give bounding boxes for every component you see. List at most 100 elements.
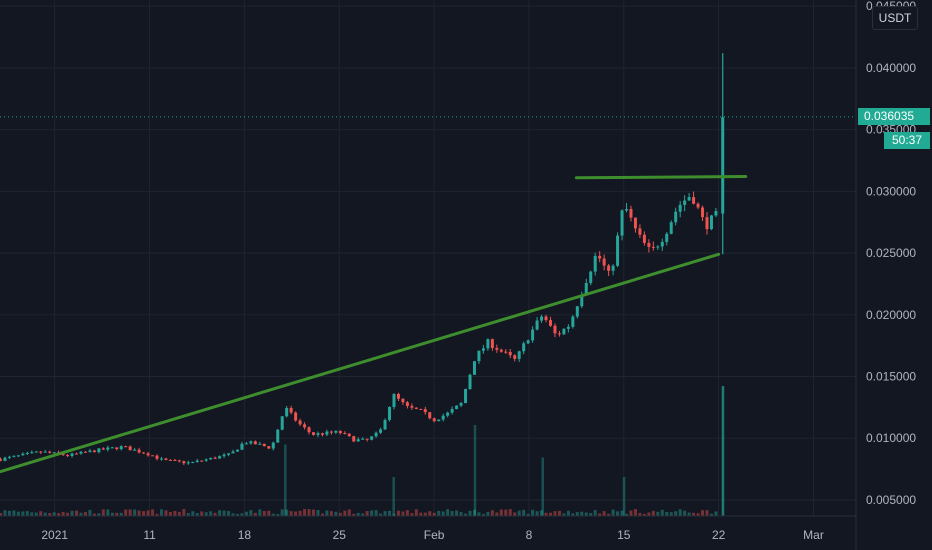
volume-bar	[401, 511, 405, 516]
candle-body	[0, 459, 2, 461]
candle-body	[674, 211, 678, 223]
volume-bar	[611, 509, 615, 516]
candle-body	[289, 408, 293, 413]
candle-body	[294, 412, 298, 421]
volume-bar	[320, 513, 324, 516]
candle-body	[329, 431, 333, 433]
volume-bar	[316, 510, 320, 516]
volume-bar	[571, 513, 575, 516]
candle-body	[656, 246, 660, 248]
volume-bar	[642, 513, 646, 516]
candle-body	[598, 255, 602, 259]
volume-bar	[124, 509, 128, 516]
candle-body	[133, 449, 137, 451]
trendlines[interactable]	[0, 175, 748, 474]
candle-body	[499, 349, 503, 352]
volume-bar	[490, 510, 494, 516]
volume-spike	[284, 444, 287, 516]
candle-body	[557, 333, 561, 335]
y-tick-label: 0.025000	[866, 246, 916, 260]
x-tick-label: 2021	[41, 528, 68, 542]
volume-bar	[294, 511, 298, 516]
candle-body	[396, 393, 400, 399]
candle-body	[410, 405, 414, 408]
candle-body	[383, 419, 387, 430]
volume-bar	[446, 509, 450, 516]
volume-spike	[721, 386, 725, 516]
candle-body	[638, 228, 642, 235]
candle-body	[544, 316, 548, 321]
volume-bar	[629, 510, 633, 516]
price-axis[interactable]: 0.005000 0.010000 0.015000 0.020000 0.025000…	[855, 0, 916, 550]
time-axis[interactable]: 2021 11 18 25 Feb 8 15 22 Mar	[0, 515, 856, 542]
volume-bar	[3, 510, 7, 516]
volume-bar	[428, 511, 432, 516]
volume-bar	[678, 509, 682, 516]
volume-bar	[177, 511, 181, 516]
candle-body	[79, 451, 83, 454]
volume-bar	[347, 509, 351, 516]
volume-bar	[432, 512, 436, 516]
candle-body	[110, 447, 114, 449]
candle-body	[83, 451, 87, 453]
candle-body	[253, 441, 257, 445]
candle-body	[611, 265, 615, 271]
y-tick-label: 0.005000	[866, 493, 916, 507]
candle-body	[575, 306, 579, 317]
volume-bar	[258, 509, 262, 516]
volume-bar	[383, 511, 387, 516]
candle-body	[151, 455, 155, 457]
volume-bar	[705, 510, 709, 516]
candle-body	[43, 451, 47, 453]
candle-body	[209, 457, 213, 460]
volume-bar	[57, 513, 61, 516]
candle-body	[571, 316, 575, 327]
volume-bar	[289, 511, 293, 516]
volume-bar	[665, 511, 669, 516]
volume-bar	[526, 513, 530, 516]
candle-body	[665, 233, 669, 242]
volume-bar	[607, 513, 611, 516]
candle-body	[97, 448, 101, 453]
volume-bar	[151, 509, 155, 516]
chart-grid	[0, 0, 856, 516]
volume-bar	[504, 509, 508, 516]
candle-body	[616, 235, 620, 266]
candle-body	[21, 453, 25, 456]
x-tick-label: Mar	[803, 528, 824, 542]
volume-bar	[186, 513, 190, 516]
volume-bar	[633, 509, 637, 516]
candle-body	[137, 449, 141, 453]
candle-body	[584, 283, 588, 295]
x-tick-label: 11	[143, 528, 156, 542]
volume-bar	[343, 510, 347, 516]
volume-bar	[450, 510, 454, 516]
candle-body	[200, 460, 204, 462]
bar-countdown: 50:37	[884, 132, 930, 149]
candle-body	[701, 207, 705, 218]
volume-bar	[459, 512, 463, 516]
volume-bar	[361, 513, 365, 516]
volume-bar	[231, 513, 235, 516]
volume-bar	[213, 512, 217, 516]
candle-body	[714, 211, 718, 216]
candle-body	[692, 197, 696, 204]
candle-body	[258, 443, 262, 445]
candle-body	[39, 451, 43, 453]
candle-body	[164, 458, 168, 460]
volume-bar	[218, 510, 222, 516]
volume-bar	[164, 510, 168, 516]
candle-body	[146, 453, 150, 456]
volume-bar	[70, 510, 74, 516]
candle-body	[142, 452, 146, 454]
candle-body	[455, 405, 459, 410]
volume-bar	[137, 510, 141, 516]
volume-bar	[557, 510, 561, 516]
candle-body	[696, 203, 700, 208]
volume-spike	[622, 477, 626, 516]
candle-body	[115, 447, 119, 450]
candle-body	[352, 436, 356, 442]
volume-bar	[119, 512, 123, 516]
currency-label[interactable]: USDT	[872, 6, 918, 30]
